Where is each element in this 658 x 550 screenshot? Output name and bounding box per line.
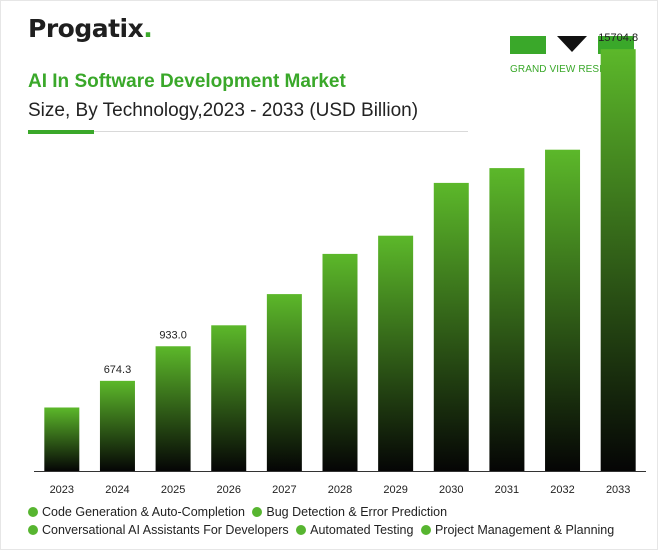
chart-subtitle: Size, By Technology,2023 - 2033 (USD Bil… [28,100,419,121]
x-tick-label: 2029 [383,484,407,496]
x-tick-label: 2024 [105,484,129,496]
bar-2033 [600,49,636,472]
x-tick-label: 2030 [439,484,463,496]
data-label: 674.3 [104,364,132,376]
logo-bar-left [510,36,546,54]
logo-triangle-icon [557,36,587,52]
legend-item: Automated Testing [296,523,413,537]
bar-2023 [44,407,80,471]
legend-dot-icon [252,507,263,517]
legend-label: Automated Testing [310,523,414,537]
legend-item: Conversational AI Assistants For Develop… [28,523,289,537]
legend-row-1: Code Generation & Auto-Completion Bug De… [28,505,648,519]
brand-name: Progatix [28,14,144,43]
bar-2030 [433,182,469,471]
bar-2028 [322,253,358,471]
title-accent-bar [28,130,94,134]
legend-dot-icon [28,507,38,517]
x-tick-label: 2023 [50,484,74,496]
x-tick-label: 2026 [216,484,240,496]
x-tick-label: 2025 [161,484,185,496]
legend-item: Project Management & Planning [420,523,615,537]
bar-2025 [155,346,191,471]
legend-dot-icon [420,525,431,535]
legend-label: Code Generation & Auto-Completion [42,505,245,519]
bar-2027 [266,294,302,471]
legend-dot-icon [296,525,307,535]
legend-dot-icon [28,525,38,535]
x-tick-label: 2033 [606,484,630,496]
bar-2026 [211,325,247,471]
bar-2031 [489,168,525,471]
x-tick-label: 2027 [272,484,296,496]
chart-title: AI In Software Development Market [28,71,346,92]
brand-logo: Progatix. [28,14,153,43]
legend-item: Bug Detection & Error Prediction [252,505,447,519]
legend-label: Project Management & Planning [434,523,615,537]
x-tick-label: 2028 [328,484,352,496]
bar-2024 [99,380,135,471]
bar-2029 [378,235,414,471]
data-label: 15704.8 [598,32,638,44]
legend-label: Conversational AI Assistants For Develop… [42,523,289,537]
title-divider [28,131,468,132]
bar-2032 [545,149,581,471]
legend-item: Code Generation & Auto-Completion [28,505,245,519]
publisher-name: GRAND VIEW RESEARCH [510,64,635,75]
data-label: 933.0 [159,329,187,341]
x-tick-label: 2032 [550,484,574,496]
brand-suffix: . [143,14,153,43]
x-tick-label: 2031 [495,484,519,496]
legend-label: Bug Detection & Error Prediction [266,505,448,519]
legend-row-2: Conversational AI Assistants For Develop… [28,523,648,537]
